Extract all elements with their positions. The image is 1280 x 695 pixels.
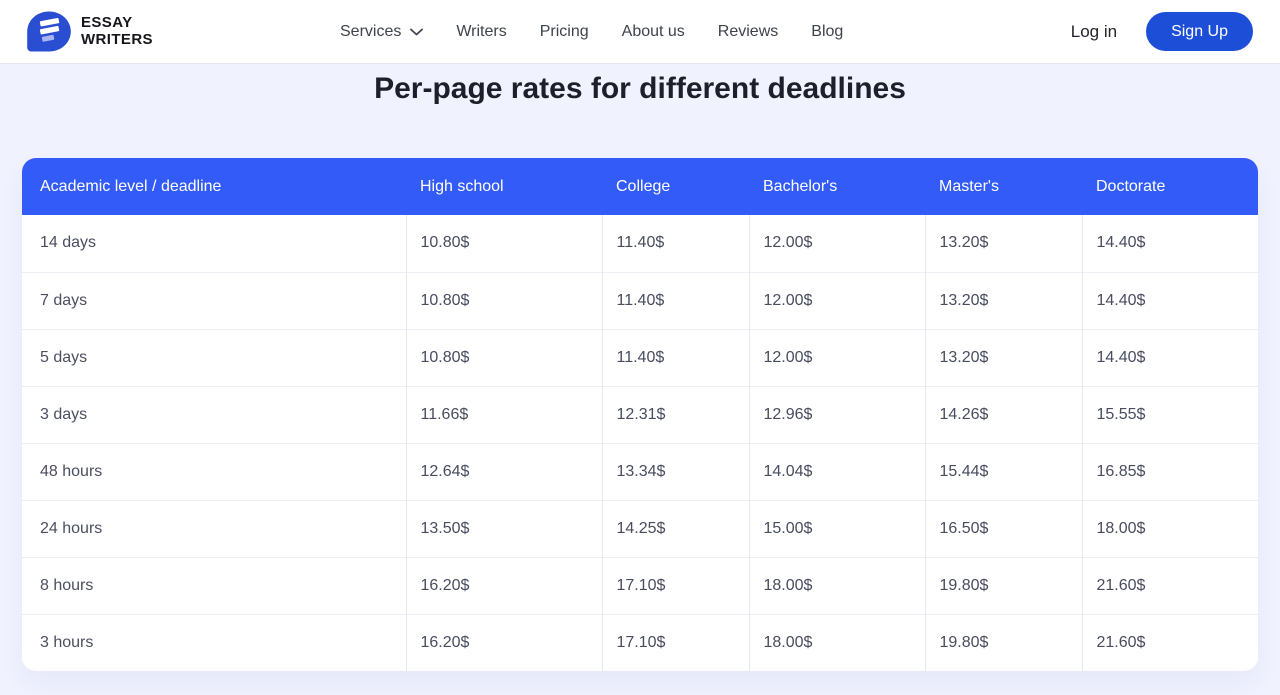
price-cell: 18.00$ — [748, 613, 925, 671]
brand-name-line1: ESSAY — [81, 14, 133, 31]
table-row: 3 hours 16.20$ 17.10$ 18.00$ 19.80$ 21.6… — [22, 613, 1258, 671]
column-header-bachelors: Bachelor's — [749, 158, 925, 215]
deadline-cell: 24 hours — [22, 499, 406, 557]
price-cell: 13.50$ — [405, 499, 602, 557]
table-row: 3 days 11.66$ 12.31$ 12.96$ 14.26$ 15.55… — [22, 385, 1258, 443]
table-body: 14 days 10.80$ 11.40$ 12.00$ 13.20$ 14.4… — [22, 215, 1258, 671]
price-cell: 10.80$ — [405, 271, 602, 329]
brand-logo[interactable]: ESSAY WRITERS — [27, 11, 153, 52]
price-cell: 17.10$ — [601, 556, 749, 614]
price-cell: 18.00$ — [748, 556, 925, 614]
top-navbar: ESSAY WRITERS Services Writers Pricing A… — [0, 0, 1280, 63]
price-cell: 10.80$ — [405, 215, 602, 272]
deadline-cell: 3 days — [22, 385, 406, 443]
column-header-masters: Master's — [925, 158, 1082, 215]
price-cell: 14.26$ — [924, 385, 1082, 443]
table-row: 24 hours 13.50$ 14.25$ 15.00$ 16.50$ 18.… — [22, 499, 1258, 557]
auth-area: Log in Sign Up — [1071, 0, 1253, 63]
nav-item-services[interactable]: Services — [340, 22, 424, 41]
nav-item-about-us[interactable]: About us — [621, 22, 685, 40]
price-cell: 12.64$ — [405, 442, 602, 500]
table-header-row: Academic level / deadline High school Co… — [22, 158, 1258, 215]
price-cell: 21.60$ — [1081, 613, 1258, 671]
price-cell: 11.40$ — [601, 215, 749, 272]
brand-name: ESSAY WRITERS — [81, 14, 153, 48]
deadline-cell: 14 days — [22, 215, 406, 272]
pricing-table: Academic level / deadline High school Co… — [22, 158, 1258, 671]
deadline-cell: 5 days — [22, 328, 406, 386]
price-cell: 13.20$ — [924, 328, 1082, 386]
price-cell: 15.55$ — [1081, 385, 1258, 443]
price-cell: 11.40$ — [601, 271, 749, 329]
table-row: 48 hours 12.64$ 13.34$ 14.04$ 15.44$ 16.… — [22, 442, 1258, 500]
deadline-cell: 3 hours — [22, 613, 406, 671]
column-header-high-school: High school — [406, 158, 602, 215]
price-cell: 16.20$ — [405, 556, 602, 614]
price-cell: 16.85$ — [1081, 442, 1258, 500]
price-cell: 12.31$ — [601, 385, 749, 443]
price-cell: 13.20$ — [924, 271, 1082, 329]
table-row: 5 days 10.80$ 11.40$ 12.00$ 13.20$ 14.40… — [22, 328, 1258, 386]
deadline-cell: 48 hours — [22, 442, 406, 500]
price-cell: 21.60$ — [1081, 556, 1258, 614]
price-cell: 12.00$ — [748, 328, 925, 386]
per-page-rates-table: Academic level / deadline High school Co… — [22, 158, 1258, 671]
price-cell: 11.40$ — [601, 328, 749, 386]
main-content: Per-page rates for different deadlines A… — [0, 63, 1280, 671]
price-cell: 10.80$ — [405, 328, 602, 386]
table-row: 14 days 10.80$ 11.40$ 12.00$ 13.20$ 14.4… — [22, 215, 1258, 272]
table-header: Academic level / deadline High school Co… — [22, 158, 1258, 215]
table-row: 8 hours 16.20$ 17.10$ 18.00$ 19.80$ 21.6… — [22, 556, 1258, 614]
deadline-cell: 8 hours — [22, 556, 406, 614]
price-cell: 14.04$ — [748, 442, 925, 500]
essay-writers-logo-icon — [27, 11, 71, 52]
price-cell: 17.10$ — [601, 613, 749, 671]
table-row: 7 days 10.80$ 11.40$ 12.00$ 13.20$ 14.40… — [22, 271, 1258, 329]
price-cell: 13.20$ — [924, 215, 1082, 272]
nav-item-writers[interactable]: Writers — [456, 22, 507, 40]
nav-item-reviews[interactable]: Reviews — [717, 22, 779, 40]
price-cell: 12.00$ — [748, 215, 925, 272]
price-cell: 19.80$ — [924, 613, 1082, 671]
price-cell: 16.20$ — [405, 613, 602, 671]
column-header-doctorate: Doctorate — [1082, 158, 1258, 215]
nav-item-blog[interactable]: Blog — [811, 22, 844, 40]
brand-name-line2: WRITERS — [81, 30, 153, 48]
page-title: Per-page rates for different deadlines — [374, 72, 906, 105]
column-header-academic-level: Academic level / deadline — [22, 158, 406, 215]
signup-button[interactable]: Sign Up — [1146, 12, 1253, 51]
price-cell: 15.00$ — [748, 499, 925, 557]
deadline-cell: 7 days — [22, 271, 406, 329]
price-cell: 15.44$ — [924, 442, 1082, 500]
price-cell: 14.40$ — [1081, 328, 1258, 386]
price-cell: 16.50$ — [924, 499, 1082, 557]
main-nav: Services Writers Pricing About us Review… — [340, 0, 843, 63]
price-cell: 14.40$ — [1081, 215, 1258, 272]
price-cell: 18.00$ — [1081, 499, 1258, 557]
price-cell: 14.40$ — [1081, 271, 1258, 329]
price-cell: 12.00$ — [748, 271, 925, 329]
price-cell: 19.80$ — [924, 556, 1082, 614]
nav-item-services-label: Services — [340, 22, 402, 40]
column-header-college: College — [602, 158, 749, 215]
price-cell: 11.66$ — [405, 385, 602, 443]
login-link[interactable]: Log in — [1070, 21, 1118, 41]
price-cell: 14.25$ — [601, 499, 749, 557]
price-cell: 13.34$ — [601, 442, 749, 500]
price-cell: 12.96$ — [748, 385, 925, 443]
nav-item-pricing[interactable]: Pricing — [539, 22, 589, 40]
chevron-down-icon — [410, 28, 424, 36]
